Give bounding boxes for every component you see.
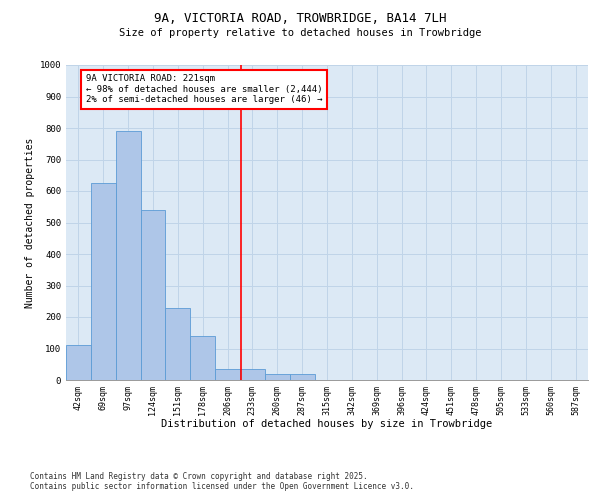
X-axis label: Distribution of detached houses by size in Trowbridge: Distribution of detached houses by size … — [161, 419, 493, 429]
Bar — [265, 374, 290, 380]
Text: Size of property relative to detached houses in Trowbridge: Size of property relative to detached ho… — [119, 28, 481, 38]
Bar — [66, 346, 91, 380]
Bar — [290, 374, 314, 380]
Text: 9A, VICTORIA ROAD, TROWBRIDGE, BA14 7LH: 9A, VICTORIA ROAD, TROWBRIDGE, BA14 7LH — [154, 12, 446, 26]
Bar — [240, 369, 265, 380]
Bar — [190, 336, 215, 380]
Bar — [140, 210, 166, 380]
Bar — [215, 369, 240, 380]
Bar — [166, 308, 190, 380]
Y-axis label: Number of detached properties: Number of detached properties — [25, 138, 35, 308]
Bar — [91, 183, 116, 380]
Text: Contains public sector information licensed under the Open Government Licence v3: Contains public sector information licen… — [30, 482, 414, 491]
Text: Contains HM Land Registry data © Crown copyright and database right 2025.: Contains HM Land Registry data © Crown c… — [30, 472, 368, 481]
Text: 9A VICTORIA ROAD: 221sqm
← 98% of detached houses are smaller (2,444)
2% of semi: 9A VICTORIA ROAD: 221sqm ← 98% of detach… — [86, 74, 322, 104]
Bar — [116, 131, 140, 380]
